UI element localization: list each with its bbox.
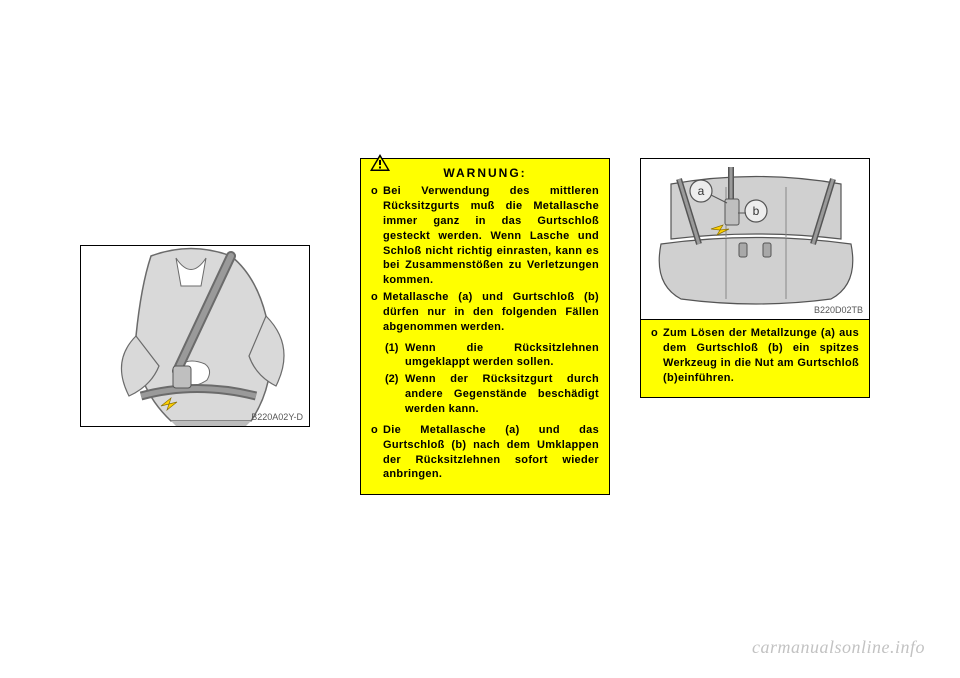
bullet-marker: o bbox=[371, 423, 383, 482]
warn-sublist: (1) Wenn die Rücksitzlehnen umgeklappt w… bbox=[385, 341, 599, 417]
warn-item: o Die Metallasche (a) und das Gurtschloß… bbox=[371, 423, 599, 482]
warning-header: WARNUNG: bbox=[371, 165, 599, 181]
right-panel: a b B220D02TB o Zum Lösen der Metallzung… bbox=[640, 158, 870, 398]
warn-item-text: Die Metallasche (a) und das Gurtschloß (… bbox=[383, 423, 599, 482]
left-figure-panel: B220A02Y-D bbox=[80, 245, 310, 427]
center-warning-panel: WARNUNG: o Bei Verwendung des mittleren … bbox=[360, 158, 610, 495]
warn-item-text: Zum Lösen der Metallzunge (a) aus dem Gu… bbox=[663, 326, 859, 385]
warn-item: o Bei Verwendung des mittleren Rücksitzg… bbox=[371, 184, 599, 288]
right-figure-code: B220D02TB bbox=[814, 305, 863, 315]
warn-subitem: (1) Wenn die Rücksitzlehnen umgeklappt w… bbox=[385, 341, 599, 371]
warning-triangle-icon bbox=[369, 153, 391, 173]
right-combo-box: a b B220D02TB o Zum Lösen der Metallzung… bbox=[640, 158, 870, 398]
page: B220A02Y-D WARNUNG: o Bei Verwendung des… bbox=[0, 0, 960, 678]
warn-item: o Metallasche (a) und Gurtschloß (b) dür… bbox=[371, 290, 599, 335]
center-warning-box: WARNUNG: o Bei Verwendung des mittleren … bbox=[360, 158, 610, 495]
bullet-marker: o bbox=[371, 184, 383, 288]
warn-subitem: (2) Wenn der Rücksitzgurt durch andere G… bbox=[385, 372, 599, 417]
right-warning-box: o Zum Lösen der Metallzunge (a) aus dem … bbox=[641, 320, 869, 397]
sub-text: Wenn der Rücksitzgurt durch andere Gegen… bbox=[405, 372, 599, 417]
left-figure-code: B220A02Y-D bbox=[251, 412, 303, 422]
seatbelt-wear-svg bbox=[81, 246, 309, 426]
bullet-marker: o bbox=[651, 326, 663, 385]
seatbelt-wear-figure: B220A02Y-D bbox=[80, 245, 310, 427]
label-a-text: a bbox=[698, 184, 705, 198]
label-b-text: b bbox=[753, 204, 760, 218]
warn-item-text: Metallasche (a) und Gurtschloß (b) dürfe… bbox=[383, 290, 599, 335]
warn-item: o Zum Lösen der Metallzunge (a) aus dem … bbox=[651, 326, 859, 385]
sub-number: (2) bbox=[385, 372, 405, 417]
rear-seat-svg: a b bbox=[641, 159, 869, 319]
sub-number: (1) bbox=[385, 341, 405, 371]
watermark: carmanualsonline.info bbox=[752, 637, 925, 658]
sub-text: Wenn die Rücksitzlehnen umgeklappt werde… bbox=[405, 341, 599, 371]
rear-seat-figure: a b B220D02TB bbox=[641, 159, 869, 320]
warn-item-text: Bei Verwendung des mittleren Rücksitzgur… bbox=[383, 184, 599, 288]
bullet-marker: o bbox=[371, 290, 383, 335]
